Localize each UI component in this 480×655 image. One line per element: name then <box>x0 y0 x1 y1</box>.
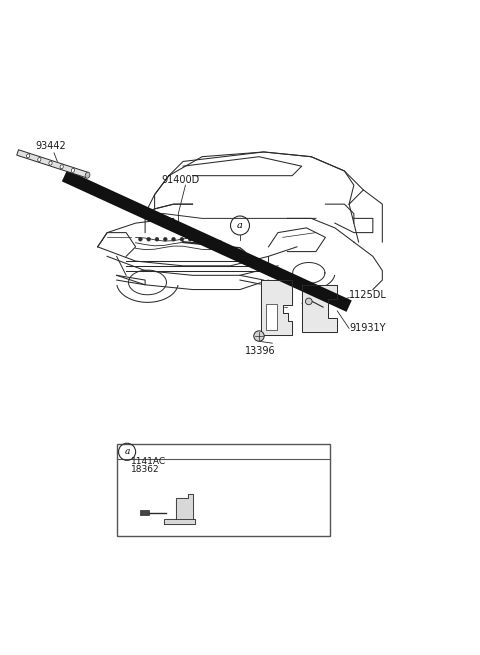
Circle shape <box>147 237 151 241</box>
Bar <box>266 304 276 330</box>
Text: 18362: 18362 <box>131 465 159 474</box>
Text: 91931Y: 91931Y <box>349 324 385 333</box>
Circle shape <box>172 237 176 241</box>
Text: 93442: 93442 <box>35 141 66 151</box>
Text: 91400D: 91400D <box>162 175 200 185</box>
Circle shape <box>163 237 167 241</box>
Circle shape <box>155 237 159 241</box>
Text: a: a <box>237 221 243 230</box>
Polygon shape <box>176 494 192 519</box>
Text: a: a <box>124 447 130 457</box>
Text: 1141AC: 1141AC <box>131 457 166 466</box>
Polygon shape <box>301 285 337 332</box>
Bar <box>117 443 330 536</box>
Ellipse shape <box>49 161 52 165</box>
Ellipse shape <box>60 165 63 169</box>
Circle shape <box>305 298 312 305</box>
Circle shape <box>138 237 142 241</box>
Circle shape <box>205 237 209 241</box>
Ellipse shape <box>85 172 90 178</box>
Polygon shape <box>261 280 292 335</box>
Ellipse shape <box>38 158 41 161</box>
Text: 13396: 13396 <box>245 346 276 356</box>
Polygon shape <box>164 519 195 525</box>
Text: 1125DL: 1125DL <box>349 290 387 300</box>
Circle shape <box>254 331 264 341</box>
Circle shape <box>188 237 192 241</box>
Circle shape <box>197 237 200 241</box>
Bar <box>140 510 149 515</box>
Polygon shape <box>17 150 88 178</box>
Ellipse shape <box>26 154 30 158</box>
Circle shape <box>180 237 184 241</box>
Ellipse shape <box>71 168 74 172</box>
